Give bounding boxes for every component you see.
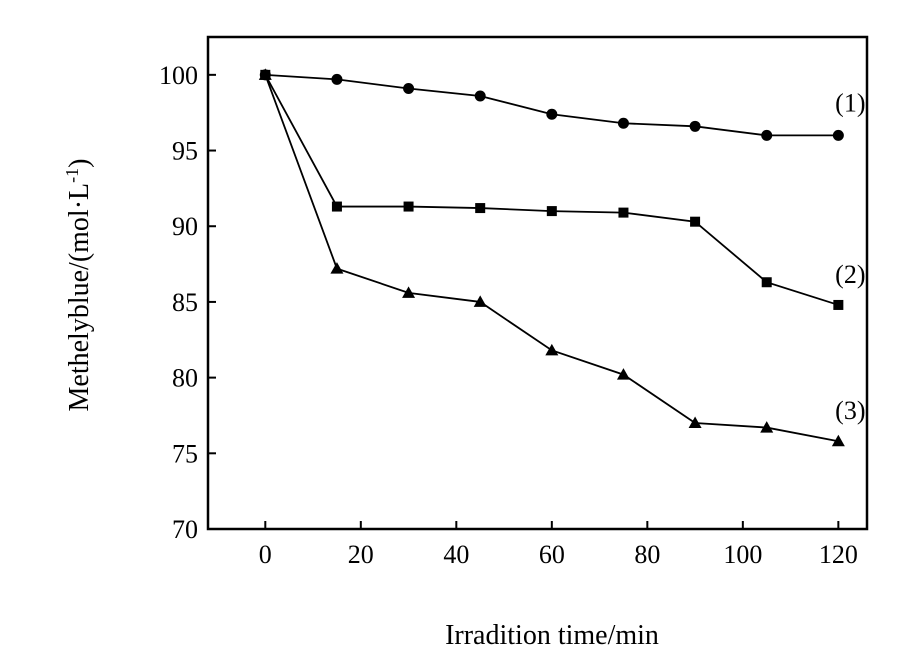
data-point-circle [546,108,558,120]
data-point-circle [689,120,701,132]
series-1 [259,69,844,141]
y-tick-label: 70 [172,515,198,544]
data-point-circle [331,73,343,85]
plot-frame [206,35,869,531]
y-tick-label: 100 [159,61,198,90]
x-axis-title: Irradition time/min [445,620,659,651]
data-point-triangle [258,68,272,80]
data-point-triangle [616,368,630,380]
data-point-circle [832,129,844,141]
x-tick-label: 120 [819,540,858,569]
x-tick-label: 40 [443,540,469,569]
data-point-square [833,299,844,310]
data-point-triangle [688,416,702,429]
series-line [265,73,839,137]
y-tick-label: 85 [172,288,198,317]
series-label: (1) [835,88,865,117]
series-line [264,74,839,443]
x-axis-ticks: 0 20 40 60 80 100 120 [259,521,858,569]
data-point-triangle [473,295,487,307]
data-point-circle [403,82,415,94]
data-point-circle [617,117,629,129]
data-point-triangle [760,421,774,433]
y-axis-ticks: 70 75 80 85 90 95 100 [159,61,216,544]
data-point-square [403,201,414,212]
data-point-triangle [402,286,416,298]
data-point-triangle [831,434,845,447]
y-tick-label: 90 [172,212,198,241]
x-tick-label: 100 [723,540,762,569]
y-axis-title-tail: ) [64,159,95,168]
x-tick-label: 20 [348,540,374,569]
series-label: (3) [835,396,865,425]
x-tick-label: 80 [634,540,660,569]
data-point-square [546,206,557,217]
series-label: (2) [835,260,865,289]
data-point-triangle [545,343,559,356]
data-point-circle [761,129,773,141]
data-point-square [761,277,772,288]
y-tick-label: 80 [172,364,198,393]
y-axis-title-superscript: -1 [62,168,82,183]
data-point-square [331,201,342,212]
data-point-square [475,203,486,214]
series-labels: (1) (2) (3) [835,88,865,425]
y-axis-title-main: Methelyblue/(mol·L [64,183,95,412]
data-point-triangle [330,262,344,274]
series-layer [258,68,845,447]
data-point-square [618,207,629,218]
series-3 [258,68,845,447]
y-tick-label: 75 [172,439,198,468]
x-tick-label: 60 [539,540,565,569]
x-tick-label: 0 [259,540,272,569]
y-axis-title: Methelyblue/(mol·L-1) [62,159,95,412]
data-point-square [690,216,701,227]
data-point-circle [474,90,486,102]
series-2 [260,69,844,310]
y-tick-label: 95 [172,137,198,166]
